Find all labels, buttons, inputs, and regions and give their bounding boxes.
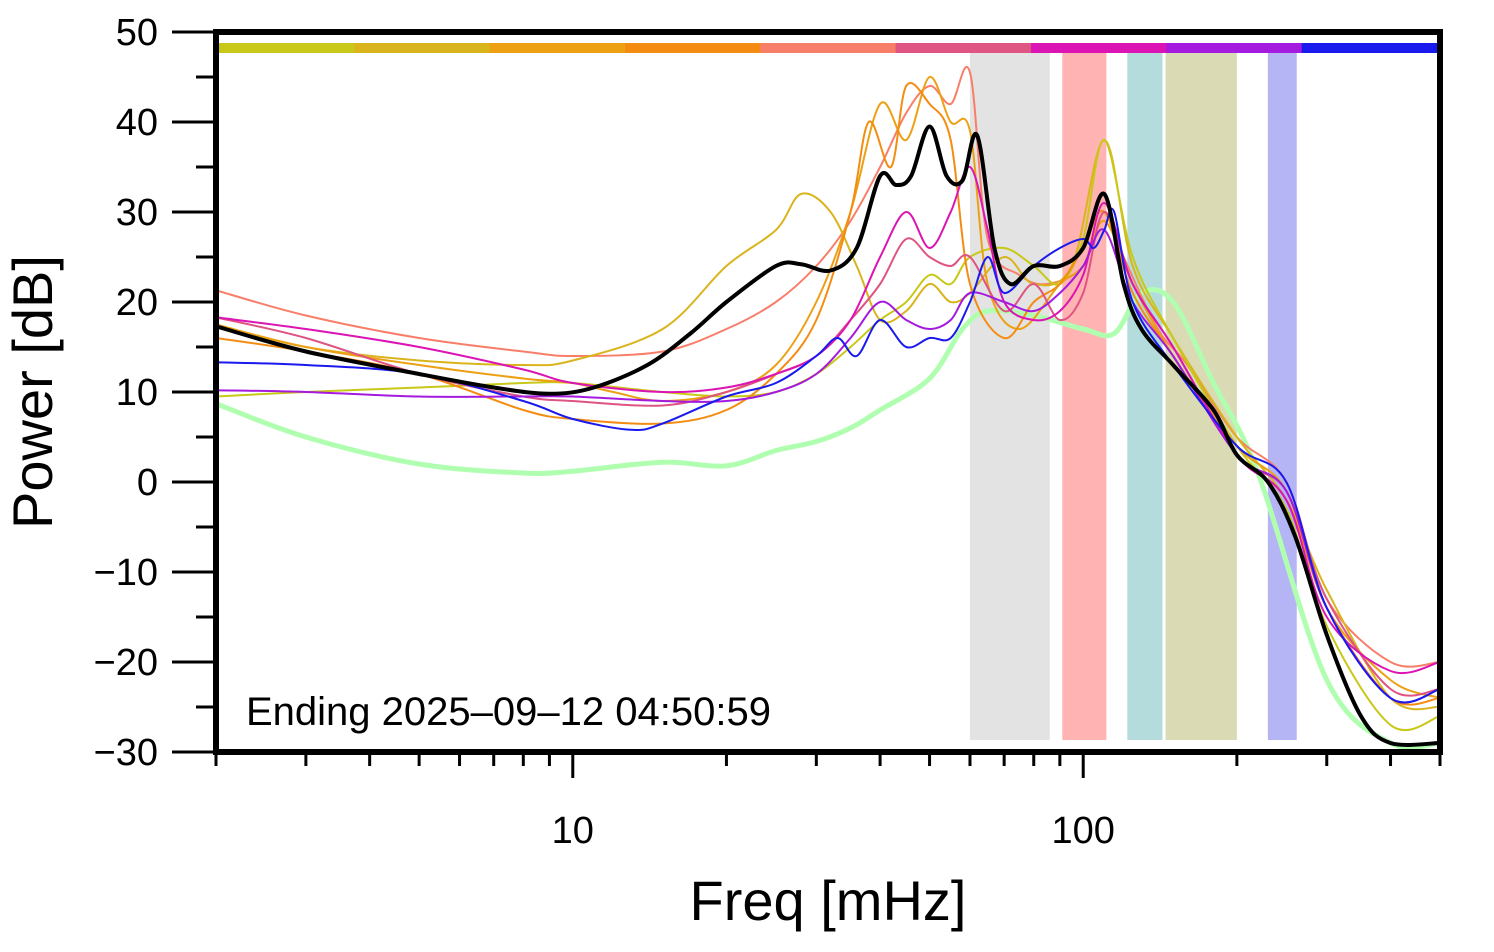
series-line-9: [216, 207, 1440, 704]
color-bar-segment-4: [625, 43, 761, 53]
color-bar-segment-6: [895, 43, 1032, 53]
color-bar-segment-8: [1166, 43, 1303, 53]
y-tick-label: −20: [94, 642, 158, 684]
y-tick-label: 0: [137, 462, 158, 504]
x-tick-label: 100: [1052, 810, 1115, 852]
y-tick-label: 10: [116, 372, 158, 414]
timestamp-annotation: Ending 2025–09–12 04:50:59: [246, 690, 771, 734]
color-bar-segment-3: [489, 43, 626, 53]
band-5: [1267, 52, 1297, 740]
y-tick-label: 40: [116, 102, 158, 144]
y-axis-ticks: −30 −20 −10 0 10 20 30 40 50: [94, 12, 213, 774]
band-2: [1062, 52, 1107, 740]
x-axis-ticks: 10 100: [214, 755, 1442, 852]
y-tick-label: 30: [116, 192, 158, 234]
band-3: [1127, 52, 1163, 740]
x-axis-title: Freq [mHz]: [690, 869, 967, 932]
color-bar-segment-5: [760, 43, 897, 53]
spectrum-series: [216, 65, 1440, 751]
mean-line: [216, 124, 1440, 747]
y-tick-label: 50: [116, 12, 158, 54]
y-axis-title: Power [dB]: [1, 255, 64, 529]
top-color-bar: [219, 43, 1438, 53]
series-line-5: [216, 82, 1440, 706]
color-bar-segment-7: [1031, 43, 1167, 53]
plot-frame: [213, 29, 1443, 755]
y-tick-label: −30: [94, 732, 158, 774]
x-tick-label: 10: [552, 810, 594, 852]
color-bar-segment-2: [354, 43, 491, 53]
y-tick-label: −10: [94, 552, 158, 594]
y-tick-label: 20: [116, 282, 158, 324]
color-bar-segment-9: [1301, 43, 1438, 53]
frequency-bands: [969, 52, 1297, 740]
color-bar-segment-1: [219, 43, 355, 53]
series-line-7: [216, 165, 1440, 674]
series-line-2: [216, 139, 1440, 711]
